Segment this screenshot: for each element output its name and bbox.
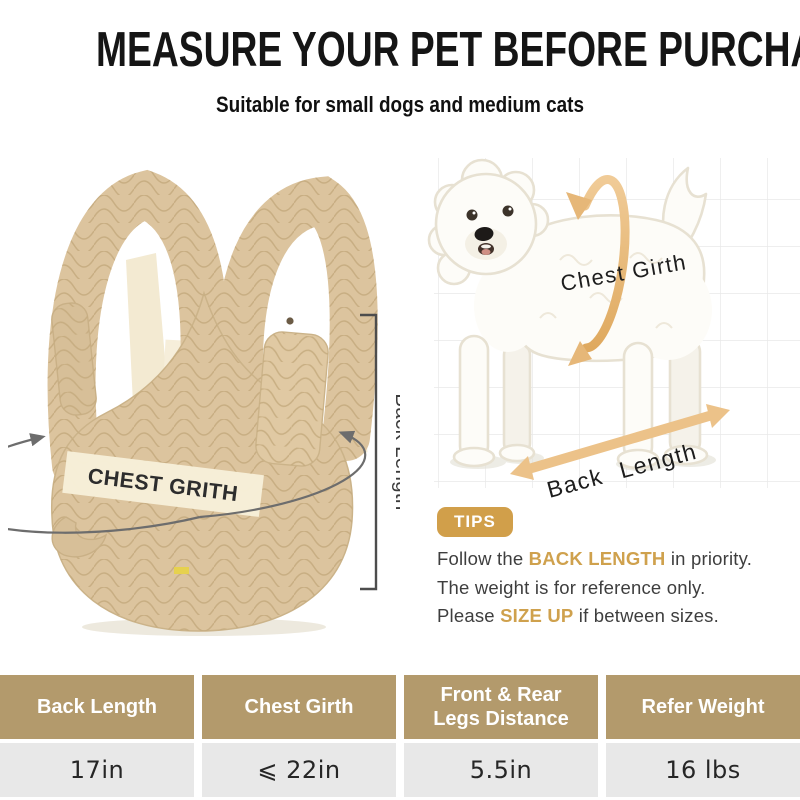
dog-head xyxy=(434,172,538,276)
back-length-bracket xyxy=(360,313,378,591)
chest-girth-arrowhead-bottom xyxy=(568,341,592,366)
tips-line-1-tail: in priority. xyxy=(665,548,753,569)
size-table: Back Length Chest Girth Front & Rear Leg… xyxy=(0,675,800,797)
girth-arrow-left xyxy=(8,433,201,534)
tips-line-3: Please SIZE UP if between sizes. xyxy=(437,602,773,631)
tips-line-3-text: Please xyxy=(437,605,501,626)
tips-badge: TIPS xyxy=(437,507,513,537)
size-table-value-legs-distance: 5.5in xyxy=(404,743,598,797)
tips-line-2: The weight is for reference only. xyxy=(437,576,706,598)
size-table-header-refer-weight: Refer Weight xyxy=(606,675,800,739)
tips-lines: Follow the BACK LENGTH in priority. The … xyxy=(437,545,773,631)
carrier-knob xyxy=(51,516,108,558)
girth-arrow-right xyxy=(199,430,367,519)
chest-band: CHEST GRITH xyxy=(62,451,264,517)
carrier-back-length-label: Back Length xyxy=(391,393,400,510)
carrier-tag xyxy=(174,567,189,574)
pouch-quilting xyxy=(51,293,353,631)
right-strap-quilting xyxy=(214,176,378,461)
dog-diagram: Chest Girth Back Length xyxy=(427,158,800,503)
tips-section: TIPS Follow the BACK LENGTH in priority.… xyxy=(437,507,773,631)
size-table-header-legs-distance: Front & Rear Legs Distance xyxy=(404,675,598,739)
dog-illustration xyxy=(427,158,712,470)
back-length-arrowhead-left xyxy=(510,456,534,480)
page-title: MEASURE YOUR PET BEFORE PURCHASE xyxy=(96,23,800,77)
page-subtitle: Suitable for small dogs and medium cats xyxy=(216,92,584,117)
size-table-value-back-length: 17in xyxy=(0,743,194,797)
back-length-arrowhead-right xyxy=(706,404,730,428)
back-length-arrow xyxy=(527,411,714,473)
chest-girth-arrow xyxy=(580,175,630,353)
chest-girth-arrowhead-top xyxy=(566,192,592,220)
tips-line-1: Follow the BACK LENGTH in priority. xyxy=(437,545,773,574)
carrier-button xyxy=(286,317,294,325)
carrier-pocket-flap xyxy=(255,331,329,467)
tips-line-1-highlight: BACK LENGTH xyxy=(528,548,666,569)
tips-line-1-text: Follow the xyxy=(437,548,529,569)
tips-line-3-highlight: SIZE UP xyxy=(500,605,574,626)
size-table-value-chest-girth: ⩽ 22in xyxy=(202,743,396,797)
size-table-value-refer-weight: 16 lbs xyxy=(606,743,800,797)
size-table-header-back-length: Back Length xyxy=(0,675,194,739)
carrier-diagram: CHEST GRITH Back Length xyxy=(8,169,400,636)
tips-line-3-tail: if between sizes. xyxy=(573,605,719,626)
size-table-header-chest-girth: Chest Girth xyxy=(202,675,396,739)
carrier-left-flap xyxy=(51,302,97,416)
dog-nose xyxy=(474,226,494,242)
